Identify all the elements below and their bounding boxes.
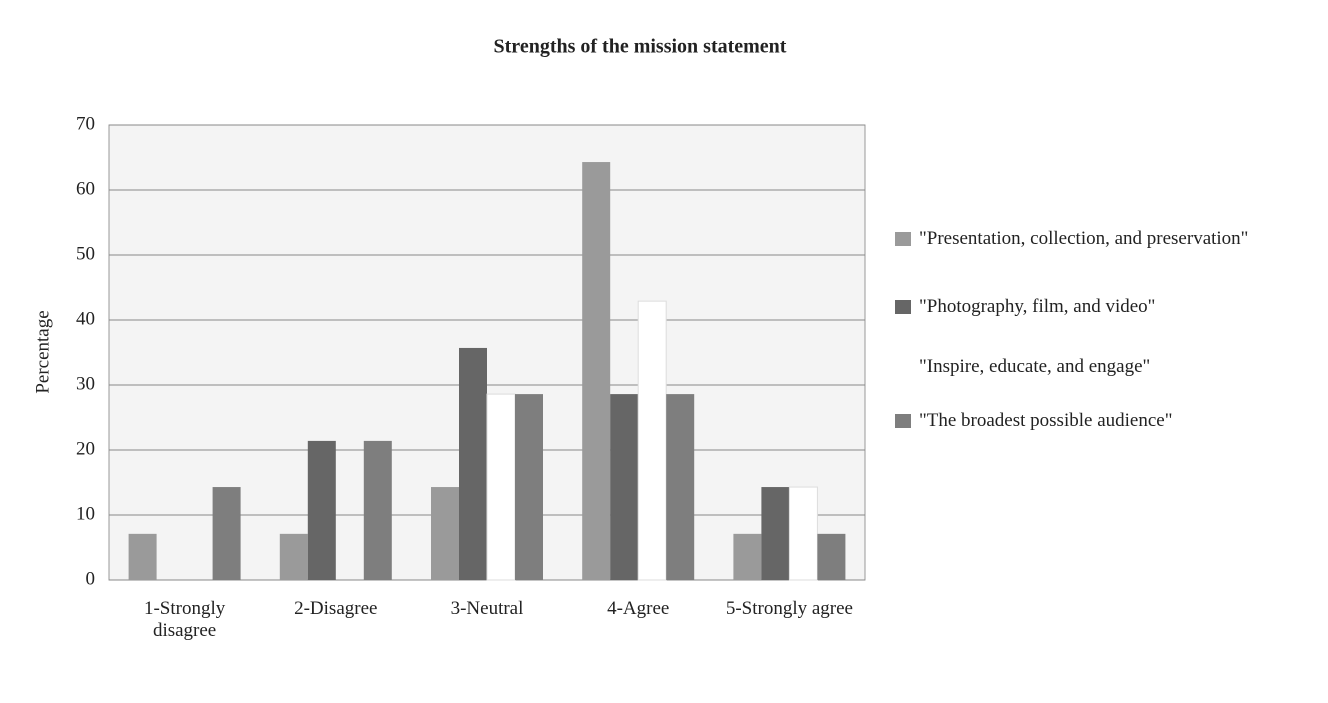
legend-entry: "Photography, film, and video" bbox=[895, 296, 1249, 318]
bar bbox=[666, 394, 695, 580]
bar bbox=[761, 487, 790, 580]
legend-swatch bbox=[895, 414, 911, 428]
x-tick-label: 2-Disagree bbox=[294, 598, 378, 619]
legend-swatch bbox=[895, 300, 911, 314]
bar bbox=[582, 162, 611, 581]
legend-entry: "Presentation, collection, and preservat… bbox=[895, 228, 1249, 250]
legend-swatch bbox=[895, 232, 911, 246]
y-tick-label: 50 bbox=[76, 243, 95, 264]
legend-label: "The broadest possible audience" bbox=[919, 410, 1173, 431]
bar bbox=[515, 394, 543, 580]
y-tick-label: 10 bbox=[76, 503, 95, 524]
legend-swatch bbox=[895, 360, 911, 374]
bar bbox=[817, 533, 846, 580]
y-tick-label: 70 bbox=[76, 113, 95, 134]
bar bbox=[486, 393, 516, 581]
bar bbox=[788, 486, 818, 581]
bar bbox=[459, 347, 487, 580]
legend-label: "Inspire, educate, and engage" bbox=[919, 356, 1151, 377]
x-tick-label: 3-Neutral bbox=[450, 598, 524, 619]
bar bbox=[610, 394, 639, 580]
bar bbox=[307, 440, 336, 580]
legend-entry: "The broadest possible audience" bbox=[895, 410, 1249, 432]
y-axis-label: Percentage bbox=[32, 310, 53, 393]
y-tick-label: 20 bbox=[76, 438, 95, 459]
bar bbox=[637, 300, 667, 581]
legend-label: "Photography, film, and video" bbox=[919, 296, 1156, 317]
y-tick-label: 30 bbox=[76, 373, 95, 394]
bar bbox=[279, 533, 308, 580]
x-tick-label: 1-Strongly disagree bbox=[143, 598, 226, 641]
y-tick-label: 0 bbox=[86, 568, 96, 589]
x-tick-label: 5-Strongly agree bbox=[725, 598, 853, 619]
bar bbox=[212, 487, 241, 580]
bar bbox=[733, 533, 762, 580]
legend-entry: "Inspire, educate, and engage" bbox=[895, 356, 1249, 378]
bar bbox=[431, 487, 459, 580]
y-tick-label: 60 bbox=[76, 178, 95, 199]
bar bbox=[363, 440, 392, 580]
chart-title: Strengths of the mission statement bbox=[494, 36, 787, 58]
y-tick-label: 40 bbox=[76, 308, 95, 329]
bar bbox=[128, 533, 157, 580]
x-tick-label: 4-Agree bbox=[607, 598, 670, 619]
legend-label: "Presentation, collection, and preservat… bbox=[919, 228, 1249, 249]
